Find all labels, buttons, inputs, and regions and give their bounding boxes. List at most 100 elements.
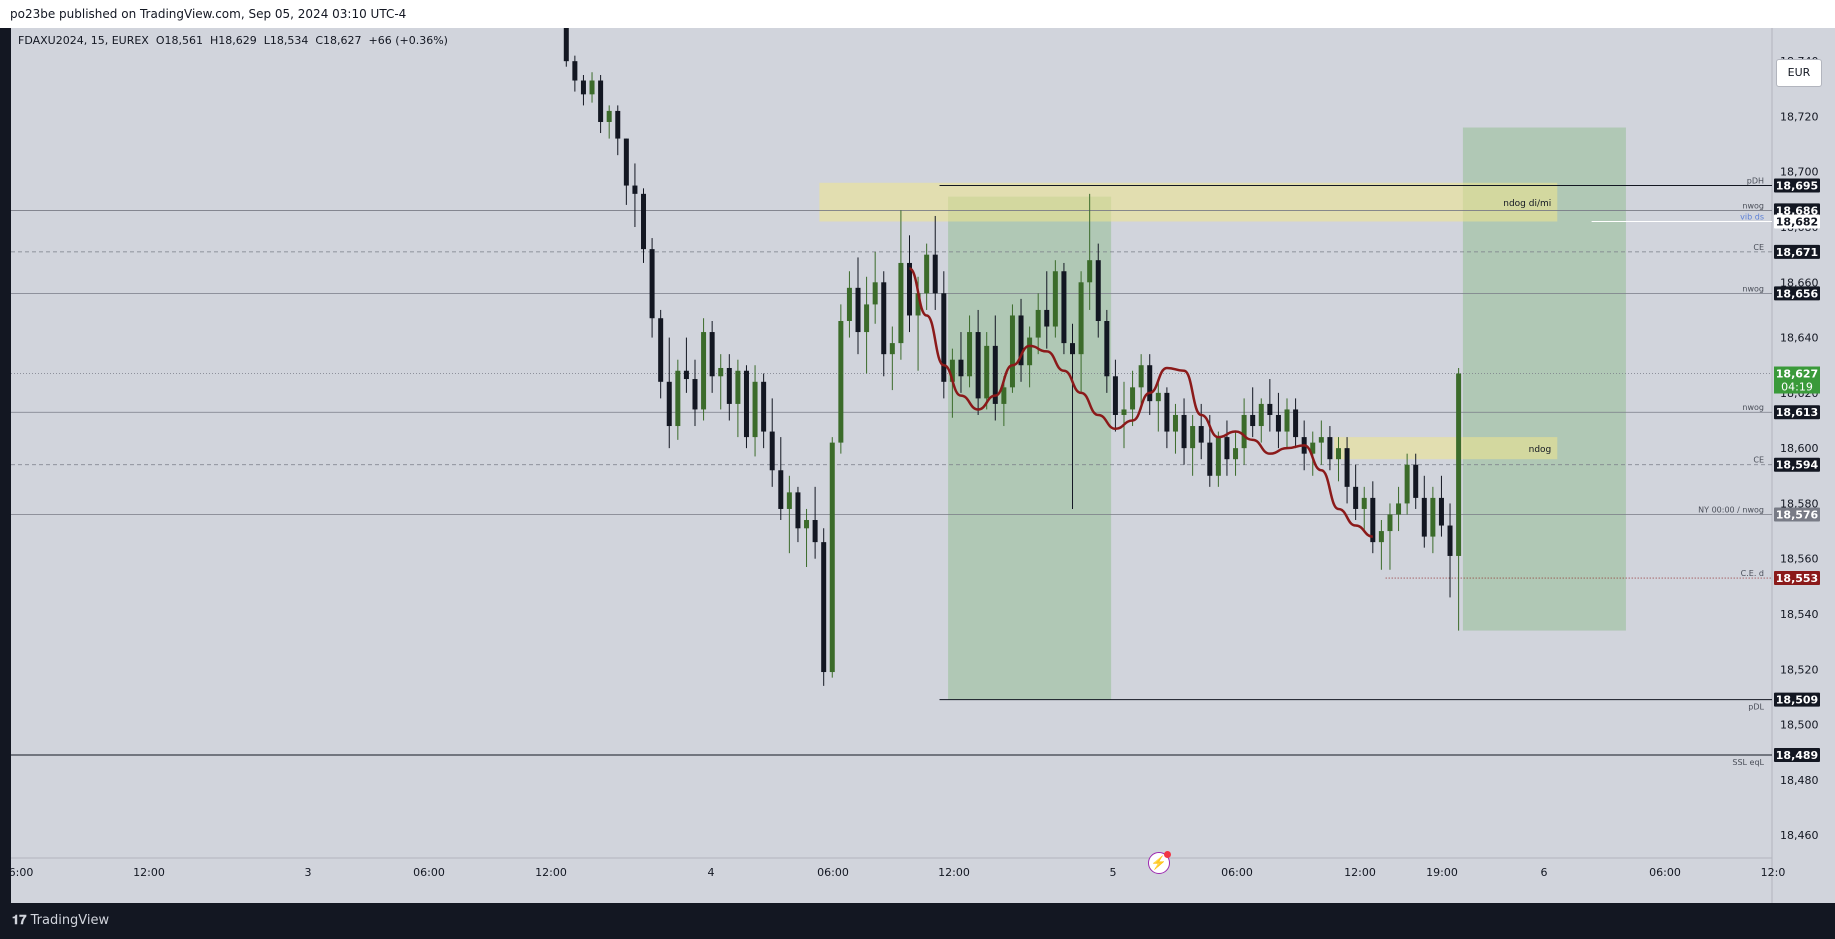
candle-body [1095,260,1101,321]
candle-body [786,492,792,509]
candle-body [1104,320,1110,377]
candle-body [821,542,827,673]
candle-body [649,249,655,319]
chart-plot-area[interactable]: ndog di/mi ndog pDH nwog vib ds CE nwog nwog CE N… [11,28,1835,903]
candle-body [580,80,586,95]
candle-body [1318,437,1324,443]
candle-body [632,185,638,194]
candle-body [572,61,578,81]
gap-zone-1 [1334,437,1558,460]
candle-body [1198,426,1204,443]
tradingview-logo-icon[interactable]: 𝟏𝟕 TradingView [12,913,110,928]
candle-body [1181,414,1187,449]
candle-body [846,287,852,321]
candle-body [1293,409,1299,438]
price-tick-label: 18,640 [1780,332,1819,345]
candle-body [743,370,749,438]
candle-body [1001,387,1007,404]
candle-body [795,492,801,529]
candle-body [1112,376,1118,415]
price-tick-label: 18,460 [1780,829,1819,842]
candle-body [1164,392,1170,432]
candle-body [1018,315,1024,366]
time-tick-label: 06:00 [1221,866,1253,879]
candle-body [881,282,887,355]
candle-body [804,520,810,529]
candle-body [769,431,775,471]
level-tag-0 [1774,178,1820,193]
candle-body [1387,514,1393,532]
candle-body [872,282,878,305]
candle-body [1456,373,1462,556]
level-label-5: nwog [1742,403,1764,412]
level-tag-label-6: 18,594 [1776,459,1819,472]
indicator-curve [908,267,1373,538]
price-tick-label: 18,700 [1780,166,1819,179]
time-tick-label: 12:00 [938,866,970,879]
candle-body [1087,260,1093,283]
candle-body [967,332,973,377]
candle-body [1172,414,1178,432]
candle-body [1370,497,1376,543]
price-tick-label: 18,660 [1780,276,1819,289]
last-price-value: 18,627 [1776,368,1818,381]
time-tick-label: 12:0 [1761,866,1786,879]
level-label-1: nwog [1742,201,1764,210]
level-tag-label-10: 18,489 [1776,749,1818,762]
level-label-4: nwog [1742,284,1764,293]
candle-body [812,520,818,543]
candle-body [1138,365,1144,388]
symbol-legend: FDAXU2024, 15, EUREX O18,561 H18,629 L18… [18,34,448,47]
candle-body [1207,442,1213,476]
candle-body [1404,464,1410,504]
candle-body [1396,503,1402,515]
candle-body [838,320,844,443]
candle-body [829,442,835,673]
level-label-0: pDH [1747,177,1764,186]
level-tag-4 [1774,286,1820,301]
candle-body [1421,497,1427,537]
candle-body [683,370,689,380]
currency-button[interactable]: EUR [1776,59,1822,87]
candle-body [992,345,998,404]
candle-body [889,343,895,355]
candle-body [778,470,784,509]
trade-box-0 [948,196,1112,700]
candle-body [1344,448,1350,487]
candle-body [984,345,990,399]
candle-body [726,367,732,404]
time-tick-label: 19:00 [1426,866,1458,879]
candle-body [615,110,621,139]
candle-body [1027,337,1033,366]
last-price-tag [1774,366,1820,394]
price-tick-label: 18,500 [1780,719,1819,732]
candle-body [1155,392,1161,402]
gap-zone-label-1: ndog [1529,445,1552,455]
level-label-9: pDL [1748,703,1764,712]
candle-body [1438,497,1444,526]
time-tick-label: 12:00 [133,866,165,879]
level-label-8: C.E. d [1741,569,1764,578]
candle-body [1258,403,1264,427]
candle-body [1267,403,1273,415]
candle-body [949,359,955,382]
level-label-6: CE [1753,456,1764,465]
publish-header: po23be published on TradingView.com, Sep… [0,0,1835,29]
level-label-2: vib ds [1740,212,1764,221]
level-tag-3 [1774,244,1820,259]
candle-body [1275,414,1281,432]
candle-body [864,304,870,333]
candle-body [735,370,741,404]
price-tick-label: 18,540 [1780,608,1819,621]
candle-body [589,80,595,95]
lightning-bolt-icon[interactable]: ⚡ [1148,851,1171,874]
candle-body [1353,486,1359,509]
candle-body [1147,365,1153,402]
candle-body [1430,497,1436,537]
candle-body [1284,409,1290,432]
chart-canvas[interactable]: ndog di/mi ndog pDH nwog vib ds CE nwog nwog CE N… [11,28,1835,903]
candle-body [1378,531,1384,543]
level-label-3: CE [1753,243,1764,252]
candle-body [1190,426,1196,449]
candle-body [1215,437,1221,476]
